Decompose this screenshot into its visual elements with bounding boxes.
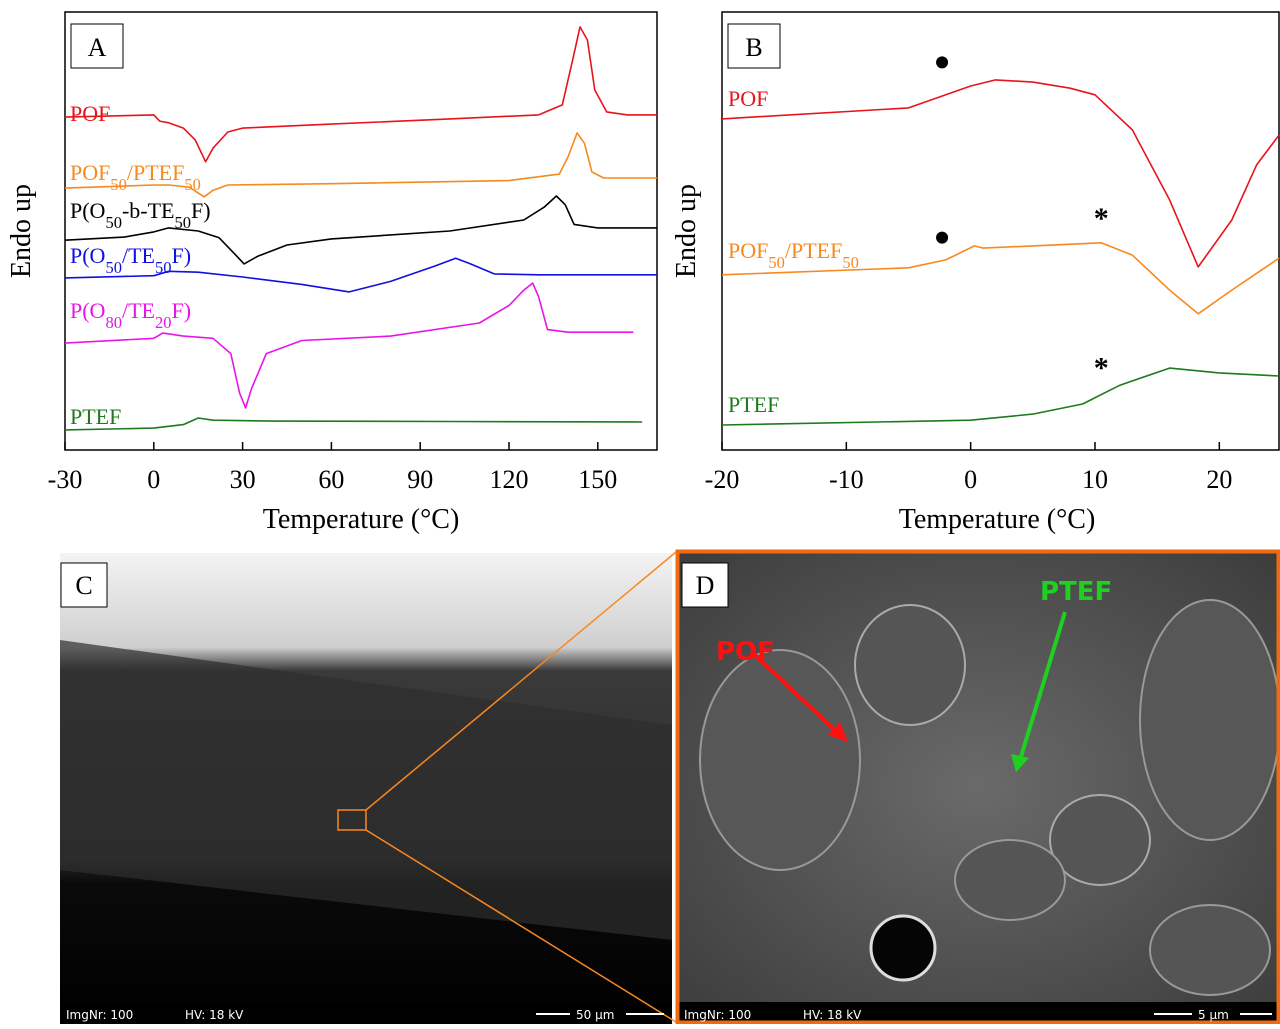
x-tick-label: 0 <box>147 465 160 494</box>
series-label: P(O50-b-TE50F) <box>70 198 211 232</box>
data-line <box>65 418 642 430</box>
x-tick-label: -10 <box>829 465 864 494</box>
x-tick-label: 120 <box>490 465 529 494</box>
data-line <box>722 368 1279 425</box>
sem-image-c <box>60 553 672 1024</box>
panel-label: A <box>88 33 107 62</box>
x-tick-label: 10 <box>1082 465 1108 494</box>
series-label: POF <box>728 86 768 111</box>
x-axis-label: Temperature (°C) <box>899 504 1096 535</box>
series-label: POF50/PTEF50 <box>728 238 859 272</box>
plot-frame <box>722 12 1279 450</box>
image-info: HV: 18 kV <box>185 1008 244 1022</box>
scale-label: 5 µm <box>1198 1008 1229 1022</box>
x-tick-label: 20 <box>1206 465 1232 494</box>
y-axis-label: Endo up <box>671 184 702 278</box>
panel-label: D <box>696 571 715 600</box>
x-tick-label: 60 <box>318 465 344 494</box>
x-tick-label: 0 <box>964 465 977 494</box>
pof-domain <box>1140 600 1280 840</box>
pof-domain <box>855 605 965 725</box>
annotation: * <box>1094 202 1109 235</box>
series-label: POF50/PTEF50 <box>70 160 201 194</box>
x-tick-label: 30 <box>230 465 256 494</box>
x-tick-label: 150 <box>578 465 617 494</box>
series-label: PTEF <box>728 392 779 417</box>
annotation: * <box>1094 352 1109 385</box>
series-label: PTEF <box>70 404 121 429</box>
x-axis-label: Temperature (°C) <box>263 504 460 535</box>
panel-label: C <box>75 571 92 600</box>
marker <box>936 56 948 68</box>
panel-label: B <box>745 33 762 62</box>
scale-label: 50 µm <box>576 1008 614 1022</box>
pof-domain <box>955 840 1065 920</box>
pof-domain <box>700 650 860 870</box>
image-info: HV: 18 kV <box>803 1008 862 1022</box>
figure: POF PTEF ImgNr: 100 HV: 18 kV 50 µm ImgN… <box>0 0 1280 1024</box>
image-info: ImgNr: 100 <box>684 1008 751 1022</box>
x-tick-label: -30 <box>48 465 83 494</box>
annotation: POF <box>716 637 775 667</box>
y-axis-label: Endo up <box>6 184 37 278</box>
marker <box>936 232 948 244</box>
x-tick-label: 90 <box>407 465 433 494</box>
series-label: P(O80/TE20F) <box>70 298 191 332</box>
pof-domain <box>1050 795 1150 885</box>
data-line <box>65 27 657 162</box>
series-label: POF <box>70 101 110 126</box>
annotation: PTEF <box>1040 577 1112 607</box>
x-tick-label: -20 <box>705 465 740 494</box>
page: {"chart_data": [ {"type": "line", "panel… <box>0 0 1280 1024</box>
pore <box>871 916 935 980</box>
image-info: ImgNr: 100 <box>66 1008 133 1022</box>
pof-domain <box>1150 905 1270 995</box>
